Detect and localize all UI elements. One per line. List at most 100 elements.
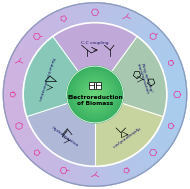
Wedge shape xyxy=(4,82,95,94)
Wedge shape xyxy=(13,94,95,138)
Wedge shape xyxy=(95,15,142,94)
Wedge shape xyxy=(4,82,95,94)
Wedge shape xyxy=(95,4,114,94)
Wedge shape xyxy=(49,94,95,175)
Wedge shape xyxy=(95,39,169,94)
Wedge shape xyxy=(95,94,181,129)
Wedge shape xyxy=(40,94,95,169)
Wedge shape xyxy=(39,94,95,168)
Wedge shape xyxy=(95,70,184,94)
Wedge shape xyxy=(95,26,158,94)
Wedge shape xyxy=(5,74,95,94)
Wedge shape xyxy=(95,94,130,181)
Wedge shape xyxy=(95,13,139,94)
Wedge shape xyxy=(4,94,95,108)
Wedge shape xyxy=(22,94,95,152)
Wedge shape xyxy=(95,94,149,170)
Circle shape xyxy=(70,70,120,119)
Wedge shape xyxy=(64,7,95,94)
Wedge shape xyxy=(95,94,157,164)
Wedge shape xyxy=(95,94,184,120)
Wedge shape xyxy=(5,75,95,94)
Wedge shape xyxy=(95,34,165,94)
Wedge shape xyxy=(95,94,154,166)
Wedge shape xyxy=(95,30,162,94)
Wedge shape xyxy=(95,76,185,94)
Wedge shape xyxy=(82,94,95,186)
Wedge shape xyxy=(8,65,95,94)
Wedge shape xyxy=(51,13,95,94)
Wedge shape xyxy=(69,6,95,94)
Wedge shape xyxy=(95,94,104,186)
Circle shape xyxy=(89,89,101,100)
Wedge shape xyxy=(95,94,110,185)
Wedge shape xyxy=(59,9,95,94)
Wedge shape xyxy=(95,94,169,151)
Wedge shape xyxy=(12,54,95,94)
Wedge shape xyxy=(95,46,174,94)
Wedge shape xyxy=(46,94,95,174)
Wedge shape xyxy=(4,94,95,103)
Wedge shape xyxy=(30,94,95,161)
Wedge shape xyxy=(9,94,95,129)
Wedge shape xyxy=(4,94,95,111)
Wedge shape xyxy=(6,94,95,119)
Wedge shape xyxy=(18,43,95,94)
Wedge shape xyxy=(48,14,95,94)
Wedge shape xyxy=(95,94,102,186)
Wedge shape xyxy=(14,50,95,94)
Wedge shape xyxy=(78,4,95,94)
Wedge shape xyxy=(3,93,95,95)
Wedge shape xyxy=(95,94,187,101)
Wedge shape xyxy=(95,94,174,143)
Wedge shape xyxy=(40,19,95,94)
Wedge shape xyxy=(95,28,160,94)
Wedge shape xyxy=(95,16,145,94)
Wedge shape xyxy=(31,94,95,163)
Wedge shape xyxy=(95,12,138,94)
Wedge shape xyxy=(95,94,182,126)
Wedge shape xyxy=(95,72,185,94)
Wedge shape xyxy=(95,31,163,94)
Wedge shape xyxy=(95,17,146,94)
Wedge shape xyxy=(95,94,186,104)
Wedge shape xyxy=(95,94,187,98)
Circle shape xyxy=(77,77,113,112)
Wedge shape xyxy=(5,94,95,114)
Text: Electroreduction
of Biomass: Electroreduction of Biomass xyxy=(67,94,123,106)
Wedge shape xyxy=(44,94,95,172)
Wedge shape xyxy=(95,94,181,129)
Wedge shape xyxy=(95,52,177,94)
Wedge shape xyxy=(95,94,163,158)
Wedge shape xyxy=(3,88,95,94)
Wedge shape xyxy=(95,94,176,140)
Wedge shape xyxy=(20,94,95,149)
Wedge shape xyxy=(95,94,121,184)
Wedge shape xyxy=(95,25,156,94)
Wedge shape xyxy=(74,94,95,184)
Wedge shape xyxy=(35,94,95,165)
Wedge shape xyxy=(95,94,101,186)
Wedge shape xyxy=(14,49,95,94)
Wedge shape xyxy=(46,94,95,174)
Wedge shape xyxy=(7,68,95,94)
Wedge shape xyxy=(14,94,95,141)
Wedge shape xyxy=(49,14,95,94)
Wedge shape xyxy=(27,31,95,94)
Wedge shape xyxy=(95,94,171,148)
Wedge shape xyxy=(23,36,95,117)
Wedge shape xyxy=(95,94,160,160)
Text: Reductive amination: Reductive amination xyxy=(37,57,54,101)
Wedge shape xyxy=(31,94,95,162)
Wedge shape xyxy=(83,3,95,94)
Wedge shape xyxy=(95,78,186,94)
Wedge shape xyxy=(95,40,170,94)
Wedge shape xyxy=(95,3,108,94)
Wedge shape xyxy=(95,7,123,94)
Wedge shape xyxy=(95,66,183,94)
Wedge shape xyxy=(4,85,95,94)
Circle shape xyxy=(78,77,112,112)
Wedge shape xyxy=(95,13,141,94)
Wedge shape xyxy=(9,94,95,128)
Wedge shape xyxy=(95,94,114,185)
